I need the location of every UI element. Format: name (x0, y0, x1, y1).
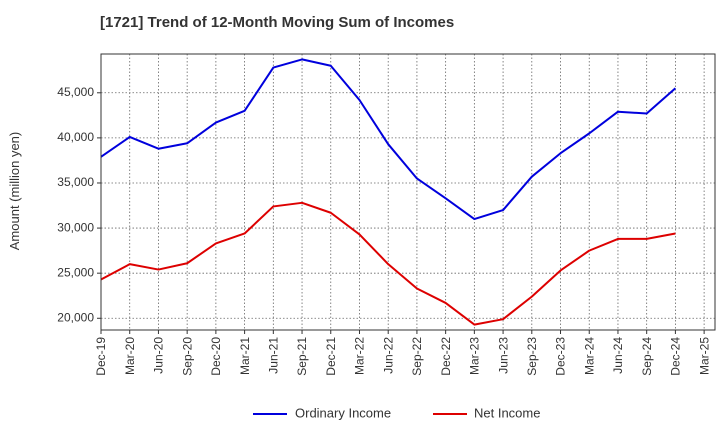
series-layer (100, 58, 677, 326)
grid (100, 54, 715, 330)
x-tick-label: Dec-21 (324, 337, 338, 376)
x-tick-label: Mar-20 (123, 337, 137, 375)
x-tick-label: Mar-21 (238, 337, 252, 375)
x-tick-label: Jun-22 (381, 337, 395, 374)
y-tick-label: 35,000 (57, 175, 94, 189)
legend-label: Net Income (474, 405, 540, 420)
x-tick-label: Mar-24 (582, 337, 596, 375)
x-tick-label: Mar-25 (697, 337, 711, 375)
x-tick-label: Jun-24 (611, 337, 625, 374)
x-tick-label: Dec-23 (554, 337, 568, 376)
x-tick-label: Jun-20 (152, 337, 166, 374)
x-tick-label: Sep-22 (410, 337, 424, 376)
x-tick-label: Mar-23 (468, 337, 482, 375)
x-tick-label: Sep-23 (525, 337, 539, 376)
x-tick-label: Jun-23 (496, 337, 510, 374)
y-tick-label: 20,000 (57, 310, 94, 324)
x-tick-label: Dec-24 (669, 337, 683, 376)
x-tick-label: Dec-20 (209, 337, 223, 376)
y-tick-label: 40,000 (57, 130, 94, 144)
series-line-ordinary-income (100, 58, 677, 221)
y-tick-label: 30,000 (57, 220, 94, 234)
y-tick-label: 25,000 (57, 265, 94, 279)
y-axis-title: Amount (million yen) (7, 132, 22, 251)
legend-label: Ordinary Income (295, 405, 391, 420)
legend: Ordinary Income Net Income (253, 405, 540, 420)
x-tick-label: Sep-20 (180, 337, 194, 376)
y-tick-label: 45,000 (57, 85, 94, 99)
x-tick-label: Sep-24 (640, 337, 654, 376)
chart-title: [1721] Trend of 12-Month Moving Sum of I… (100, 14, 455, 31)
axes: Dec-19 Mar-20 Jun-20 Sep-20 Dec-20 Mar-21 Jun-… (57, 85, 711, 376)
x-tick-label: Dec-22 (439, 337, 453, 376)
series-line-net-income (100, 201, 676, 326)
x-tick-label: Jun-21 (266, 337, 280, 374)
x-tick-label: Mar-22 (353, 337, 367, 375)
plot-frame (100, 53, 716, 331)
x-tick-label: Sep-21 (295, 337, 309, 376)
x-tick-label: Dec-19 (94, 337, 108, 376)
